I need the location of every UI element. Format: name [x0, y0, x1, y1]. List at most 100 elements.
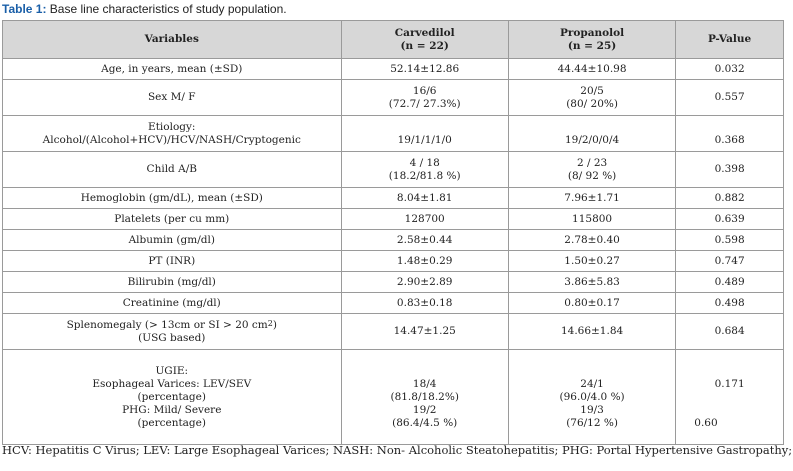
carvedilol-cell: 2.90±2.89	[340, 271, 509, 293]
cell-line: (USG based)	[138, 331, 206, 344]
cell-line: 2 / 23	[576, 156, 608, 169]
cell-line: (8/ 92 %)	[567, 169, 617, 182]
pvalue-cell: 0.684	[675, 313, 784, 350]
propanolol-cell: 14.66±1.84	[507, 313, 677, 350]
variable-cell: Splenomegaly (> 13cm or SI > 20 cm2) (US…	[2, 313, 342, 350]
variable-cell: Age, in years, mean (±SD)	[2, 58, 342, 80]
propanolol-cell: 115800	[507, 208, 677, 230]
carvedilol-cell: 14.47±1.25	[340, 313, 509, 350]
cell-line: 19/3	[580, 403, 604, 416]
variable-cell: Albumin (gm/dl)	[2, 229, 342, 251]
propanolol-cell: 24/1 (96.0/4.0 %) 19/3 (76/12 %)	[507, 349, 677, 445]
pvalue-cell: 0.598	[675, 229, 784, 251]
carvedilol-cell: 19/1/1/1/0	[340, 115, 509, 152]
cell-line: 16/6	[412, 84, 437, 97]
carvedilol-cell: 8.04±1.81	[340, 187, 509, 209]
pvalue-cell: 0.171 0.60	[675, 349, 784, 445]
table-row: Age, in years, mean (±SD) 52.14±12.86 44…	[2, 58, 784, 80]
propanolol-label: Propanolol	[559, 26, 625, 39]
cell-line: (80/ 20%)	[566, 97, 618, 110]
pvalue-cell: 0.557	[675, 79, 784, 116]
cell-line: 24/1	[580, 377, 604, 390]
variable-cell: Creatinine (mg/dl)	[2, 292, 342, 314]
baseline-table: Variables Carvedilol (n = 22) Propanolol…	[2, 20, 784, 445]
header-propanolol: Propanolol (n = 25)	[507, 20, 677, 59]
propanolol-cell: 19/2/0/0/4	[507, 115, 677, 152]
table-row: Creatinine (mg/dl) 0.83±0.18 0.80±0.17 0…	[2, 292, 784, 314]
cell-line: (percentage)	[137, 416, 206, 429]
carvedilol-n: (n = 22)	[400, 39, 449, 52]
propanolol-cell: 20/5 (80/ 20%)	[507, 79, 677, 116]
table-row: Albumin (gm/dl) 2.58±0.44 2.78±0.40 0.59…	[2, 229, 784, 251]
variable-cell: UGIE: Esophageal Varices: LEV/SEV (perce…	[2, 349, 342, 445]
cell-line: (86.4/4.5 %)	[392, 416, 458, 429]
variable-cell: PT (INR)	[2, 250, 342, 272]
cell-line: 19/2	[412, 403, 437, 416]
cell-line: (percentage)	[137, 390, 206, 403]
cell-line: 18/4	[412, 377, 437, 390]
pvalue-cell: 0.489	[675, 271, 784, 293]
pvalue-cell: 0.398	[675, 151, 784, 188]
cell-line: (81.8/18.2%)	[390, 390, 459, 403]
variable-cell: Child A/B	[2, 151, 342, 188]
carvedilol-cell: 16/6 (72.7/ 27.3%)	[340, 79, 509, 116]
pvalue-cell: 0.368	[675, 115, 784, 152]
table-row: UGIE: Esophageal Varices: LEV/SEV (perce…	[2, 349, 784, 445]
cell-line: Alcohol/(Alcohol+HCV)/HCV/NASH/Cryptogen…	[42, 133, 301, 146]
spleno-text-end: )	[272, 318, 277, 331]
variable-cell: Sex M/ F	[2, 79, 342, 116]
carvedilol-cell: 128700	[340, 208, 509, 230]
carvedilol-cell: 52.14±12.86	[340, 58, 509, 80]
cell-line: 4 / 18	[409, 156, 440, 169]
propanolol-cell: 0.80±0.17	[507, 292, 677, 314]
propanolol-cell: 2.78±0.40	[507, 229, 677, 251]
propanolol-cell: 2 / 23 (8/ 92 %)	[507, 151, 677, 188]
cell-line: Esophageal Varices: LEV/SEV	[92, 377, 252, 390]
table-label: Table 1:	[2, 2, 47, 16]
table-caption: Table 1: Base line characteristics of st…	[2, 2, 287, 16]
superscript: 2	[267, 318, 273, 328]
propanolol-cell: 7.96±1.71	[507, 187, 677, 209]
cell-line: (96.0/4.0 %)	[559, 390, 625, 403]
cell-line: 0.60	[694, 416, 718, 429]
propanolol-cell: 1.50±0.27	[507, 250, 677, 272]
header-carvedilol: Carvedilol (n = 22)	[340, 20, 509, 59]
carvedilol-cell: 2.58±0.44	[340, 229, 509, 251]
pvalue-cell: 0.882	[675, 187, 784, 209]
pvalue-cell: 0.032	[675, 58, 784, 80]
pvalue-cell: 0.747	[675, 250, 784, 272]
variable-cell: Hemoglobin (gm/dL), mean (±SD)	[2, 187, 342, 209]
spleno-text: Splenomegaly (> 13cm or SI > 20 cm	[66, 318, 268, 331]
cell-line: UGIE:	[155, 364, 189, 377]
carvedilol-cell: 1.48±0.29	[340, 250, 509, 272]
header-pvalue: P-Value	[675, 20, 784, 59]
carvedilol-label: Carvedilol	[394, 26, 455, 39]
table-row: Splenomegaly (> 13cm or SI > 20 cm2) (US…	[2, 313, 784, 350]
cell-line: 19/1/1/1/0	[397, 133, 452, 146]
cell-line: 0.368	[714, 133, 745, 146]
cell-line: 19/2/0/0/4	[564, 133, 620, 146]
cell-line: (18.2/81.8 %)	[388, 169, 461, 182]
table-row: Child A/B 4 / 18 (18.2/81.8 %) 2 / 23 (8/ …	[2, 151, 784, 188]
cell-line: PHG: Mild/ Severe	[122, 403, 222, 416]
variable-cell: Bilirubin (mg/dl)	[2, 271, 342, 293]
variable-cell: Etiology: Alcohol/(Alcohol+HCV)/HCV/NASH/…	[2, 115, 342, 152]
header-variables: Variables	[2, 20, 342, 59]
cell-line: Splenomegaly (> 13cm or SI > 20 cm2)	[7, 319, 337, 332]
carvedilol-cell: 4 / 18 (18.2/81.8 %)	[340, 151, 509, 188]
header-row: Variables Carvedilol (n = 22) Propanolol…	[2, 20, 784, 59]
table-row: Etiology: Alcohol/(Alcohol+HCV)/HCV/NASH/…	[2, 115, 784, 152]
caption-text: Base line characteristics of study popul…	[46, 2, 287, 16]
carvedilol-cell: 18/4 (81.8/18.2%) 19/2 (86.4/4.5 %)	[340, 349, 509, 445]
table-row: Platelets (per cu mm) 128700 115800 0.63…	[2, 208, 784, 230]
propanolol-n: (n = 25)	[567, 39, 617, 52]
variable-cell: Platelets (per cu mm)	[2, 208, 342, 230]
pvalue-cell: 0.639	[675, 208, 784, 230]
cell-line: (76/12 %)	[566, 416, 618, 429]
table-row: Sex M/ F 16/6 (72.7/ 27.3%) 20/5 (80/ 20%)…	[2, 79, 784, 116]
propanolol-cell: 3.86±5.83	[507, 271, 677, 293]
cell-line: (72.7/ 27.3%)	[388, 97, 461, 110]
footnote: HCV: Hepatitis C Virus; LEV: Large Esoph…	[2, 443, 793, 457]
cell-line: Etiology:	[148, 120, 196, 133]
carvedilol-cell: 0.83±0.18	[340, 292, 509, 314]
